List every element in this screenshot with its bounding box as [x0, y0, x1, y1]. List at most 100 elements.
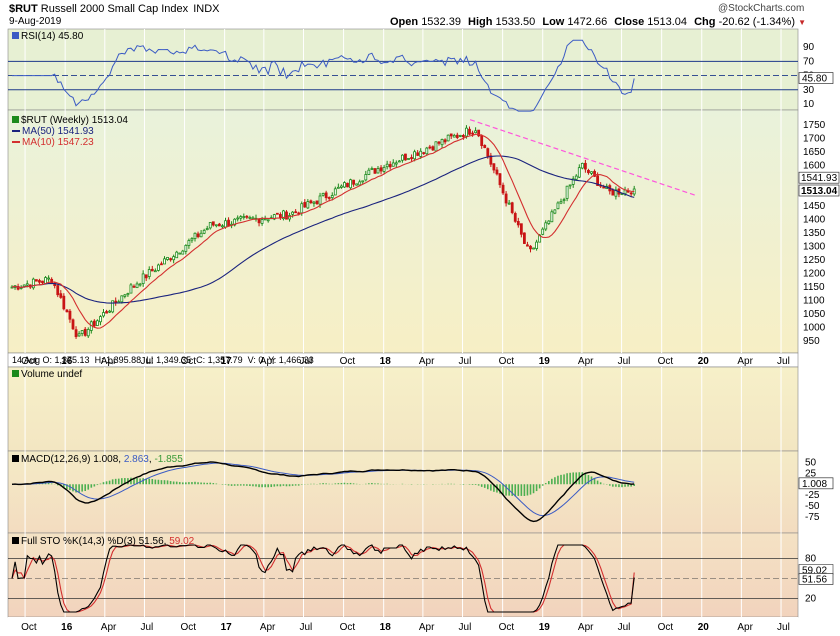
macd-y-tick: -50	[805, 501, 820, 512]
candle-body	[449, 133, 453, 137]
sto-badge-box	[798, 573, 834, 585]
candle-body	[275, 212, 279, 215]
macd-badge-box	[798, 477, 834, 490]
macd-y-tick: 25	[805, 468, 817, 479]
candle-body	[584, 162, 587, 170]
x-tick-label-middle: Apr	[737, 356, 753, 367]
rsi-panel	[7, 28, 799, 111]
candle-body	[132, 285, 136, 288]
ma50-line	[11, 155, 635, 304]
candle-body	[199, 232, 203, 238]
candle-body	[513, 213, 517, 222]
candle-body	[327, 197, 331, 199]
candle-body	[532, 247, 535, 250]
rsi-y-tick: 10	[803, 99, 815, 110]
candle-body	[178, 252, 182, 255]
candle-body	[590, 171, 593, 174]
candle-body	[523, 232, 526, 244]
candle-body	[498, 173, 502, 186]
candle-body	[376, 168, 380, 174]
candle-body	[47, 277, 50, 280]
candle-body	[541, 228, 545, 235]
candle-body	[62, 295, 66, 310]
candle-body	[56, 285, 60, 296]
candle-body	[407, 158, 410, 160]
price-y-tick: 1250	[803, 255, 826, 266]
candle-body	[465, 127, 468, 137]
macd-signal-value: 2.863	[123, 454, 149, 465]
candle-body	[135, 283, 139, 289]
price-y-tick: 1400	[803, 215, 826, 226]
candle-body	[388, 164, 392, 168]
x-tick-label-bottom: Jul	[618, 622, 631, 633]
candle-body	[379, 167, 383, 172]
candle-body	[282, 210, 285, 220]
candle-body	[483, 144, 487, 149]
price-y-tick: 950	[803, 336, 820, 347]
x-tick-label-bottom: 18	[380, 622, 392, 633]
candle-body	[239, 216, 243, 219]
index-name: Russell 2000 Small Cap Index	[40, 3, 189, 15]
candle-body	[571, 178, 575, 185]
candle-body	[50, 278, 54, 284]
ma10-legend: MA(10) 1547.23	[12, 137, 94, 148]
high-label: High	[468, 16, 493, 28]
rsi-title: RSI(14) 45.80	[12, 31, 83, 42]
candle-body	[535, 241, 538, 249]
price-y-tick: 1300	[803, 241, 826, 252]
price-plot	[10, 119, 696, 339]
chg-label: Chg	[694, 16, 716, 28]
candle-body	[556, 202, 560, 210]
candle-body	[202, 229, 206, 234]
candle-body	[138, 283, 142, 286]
candle-body	[285, 211, 288, 220]
x-tick-label-bottom: Oct	[658, 622, 674, 633]
ma10-name: MA(10)	[22, 137, 55, 148]
macd-title-prefix: MACD(12,26,9)	[21, 454, 91, 465]
x-tick-label-bottom: 19	[539, 622, 551, 633]
candle-body	[217, 223, 221, 227]
macd-y-tick: -25	[805, 490, 820, 501]
candle-body	[193, 232, 197, 239]
candle-body	[343, 182, 346, 188]
candle-body	[80, 330, 84, 334]
candle-body	[169, 258, 173, 261]
x-tick-label-middle: Jul	[618, 356, 631, 367]
candle-body	[245, 215, 249, 218]
candle-body	[440, 139, 444, 146]
x-tick-label-bottom: 16	[61, 622, 73, 633]
sto-plot	[8, 544, 798, 613]
candle-body	[324, 192, 328, 199]
candle-body	[330, 195, 334, 198]
price-badge-box	[798, 171, 840, 184]
candle-body	[44, 277, 47, 284]
price-title: $RUT (Weekly) 1513.04	[12, 115, 128, 126]
rsi-badge-text: 45.80	[802, 74, 827, 85]
candle-body	[565, 185, 569, 199]
candle-body	[172, 256, 176, 261]
candle-body	[309, 200, 313, 204]
price-y-tick: 1100	[803, 295, 825, 306]
price-y-tick: 1750	[803, 120, 826, 131]
candle-body	[300, 203, 304, 214]
candle-body	[550, 211, 554, 223]
candle-body	[96, 320, 99, 326]
macd-legend-swatch	[12, 455, 19, 462]
x-tick-label-bottom: Oct	[181, 622, 197, 633]
axes: Oct Oct 16 16 Apr Apr Jul Jul Oct Oct 17 17 Apr Apr Ju…	[21, 42, 840, 633]
candle-body	[160, 263, 163, 266]
candle-body	[516, 221, 520, 226]
candle-body	[394, 162, 398, 165]
candle-body	[501, 184, 505, 194]
rsi-badge-box	[798, 72, 834, 84]
low-label: Low	[542, 16, 565, 28]
candle-body	[315, 200, 319, 205]
header-ohlc: Open 1532.39 High 1533.50 Low 1472.66 Cl…	[390, 16, 806, 28]
macd-badge-text: 1.008	[802, 479, 827, 490]
candle-body	[74, 329, 78, 338]
candle-body	[242, 216, 246, 218]
candle-body	[147, 269, 151, 277]
candle-body	[181, 250, 185, 255]
candle-body	[446, 134, 450, 142]
candle-body	[574, 175, 578, 180]
